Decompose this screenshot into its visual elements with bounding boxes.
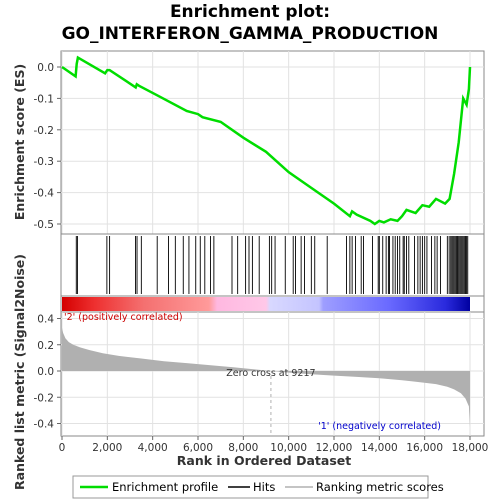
positive-correlation-label: '2' (positively correlated) xyxy=(64,312,183,323)
chart-title-line1: Enrichment plot: xyxy=(170,2,330,22)
metric-y-tick-label: 0.2 xyxy=(37,340,54,352)
metric-y-axis-label: Ranked list metric (Signal2Noise) xyxy=(12,254,27,490)
x-tick-label: 14,000 xyxy=(361,442,398,454)
legend-box xyxy=(72,475,429,499)
metric-y-tick-label: 0.0 xyxy=(37,366,54,378)
enrichment-y-ticks: 0.0 -0.1 -0.2 -0.3 -0.4 -0.5 xyxy=(34,62,61,231)
chart-title-line2: GO_INTERFERON_GAMMA_PRODUCTION xyxy=(62,24,439,44)
metric-y-ticks: 0.4 0.2 0.0 -0.2 -0.4 xyxy=(34,314,61,431)
hits-markers xyxy=(75,236,469,294)
enrichment-y-tick-label: -0.2 xyxy=(34,125,55,137)
enrichment-profile-line xyxy=(61,55,472,226)
x-tick-label: 6,000 xyxy=(183,442,213,454)
zero-cross-label: Zero cross at 9217 xyxy=(226,368,315,379)
metric-y-tick-label: -0.2 xyxy=(34,392,55,404)
enrichment-y-tick-label: -0.3 xyxy=(34,156,55,168)
x-tick-label: 8,000 xyxy=(228,442,258,454)
enrichment-grid xyxy=(61,51,484,234)
x-axis-label: Rank in Ordered Dataset xyxy=(177,453,351,468)
x-tick-label: 10,000 xyxy=(270,442,307,454)
enrichment-y-tick-label: -0.5 xyxy=(34,219,55,231)
x-tick-label: 12,000 xyxy=(316,442,353,454)
metric-y-tick-label: 0.4 xyxy=(37,314,54,326)
enrichment-y-tick-label: -0.1 xyxy=(34,93,55,105)
ranking-metric-area xyxy=(62,327,470,428)
enrichment-y-axis-label: Enrichment score (ES) xyxy=(12,64,27,220)
enrichment-panel xyxy=(60,50,485,235)
enrichment-y-tick-label: 0.0 xyxy=(37,62,54,74)
legend-metric-label: Ranking metric scores xyxy=(316,480,444,494)
negative-correlation-label: '1' (negatively correlated) xyxy=(318,421,441,432)
x-tick-label: 2,000 xyxy=(92,442,122,454)
metric-x-ticks: 0 2,000 4,000 6,000 8,000 10,000 12,000 14,000 1… xyxy=(59,436,489,454)
hits-panel xyxy=(60,233,485,297)
x-tick-label: 0 xyxy=(59,442,66,454)
metric-y-tick-label: -0.4 xyxy=(34,419,55,431)
legend-enrichment-label: Enrichment profile xyxy=(112,480,218,494)
enrichment-y-tick-label: -0.4 xyxy=(34,188,55,200)
x-tick-label: 18,000 xyxy=(452,442,489,454)
rank-colorbar xyxy=(62,297,470,311)
x-tick-label: 4,000 xyxy=(138,442,168,454)
legend-hits-label: Hits xyxy=(253,480,275,494)
x-tick-label: 16,000 xyxy=(406,442,443,454)
